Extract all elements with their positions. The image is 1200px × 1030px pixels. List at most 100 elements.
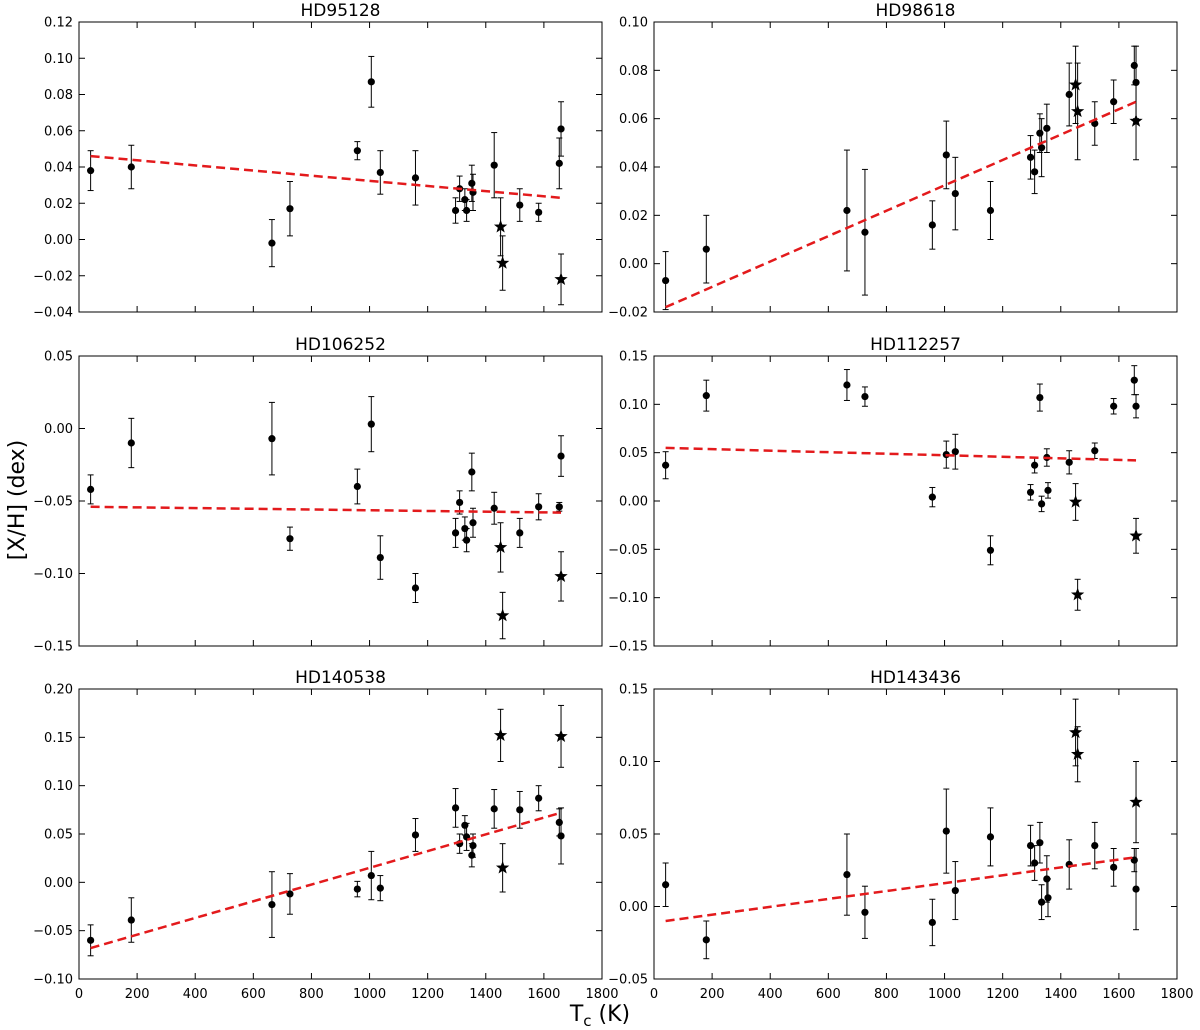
data-point (861, 393, 869, 401)
panel-title: HD140538 (295, 668, 386, 688)
data-point (461, 821, 469, 829)
data-point-star (1129, 795, 1143, 808)
x-tick-label: 0 (75, 987, 83, 1002)
x-tick-label: 1600 (1102, 987, 1135, 1002)
data-point (367, 420, 375, 428)
x-tick-label: 1000 (353, 987, 386, 1002)
panel-HD98618: HD98618 −0.02 0.00 0.02 0.04 0.06 0.08 0.10 (608, 1, 1178, 321)
data-point (469, 519, 477, 527)
panel-HD112257: HD112257 −0.15 −0.10 −0.05 0.00 0.05 0.10 0.15 (608, 335, 1178, 655)
data-point (557, 125, 565, 133)
data-point-star (1129, 528, 1143, 542)
data-point (286, 535, 294, 543)
data-point (535, 208, 543, 216)
fit-line (665, 100, 1137, 309)
data-point (468, 179, 476, 187)
y-tick-label: −0.05 (33, 495, 73, 510)
fit-line (90, 154, 562, 200)
data-point (451, 804, 460, 812)
y-tick-label: 0.08 (619, 64, 648, 79)
data-point (662, 461, 670, 469)
data-point (468, 851, 476, 859)
y-tick-label: −0.04 (33, 306, 73, 321)
data-point (353, 482, 361, 491)
data-point (1026, 842, 1035, 850)
x-axis-label-main: T (569, 1002, 584, 1027)
y-axis-label: [X/H] (dex) (5, 440, 30, 560)
data-point (557, 452, 565, 460)
data-point (516, 806, 524, 814)
data-point (535, 794, 543, 802)
y-tick-label: 0.10 (619, 398, 648, 413)
data-point (1036, 393, 1044, 402)
y-tick-label: 0.00 (619, 495, 648, 510)
data-point (843, 206, 851, 215)
data-point-star (554, 729, 568, 743)
y-tick-label: −0.05 (608, 973, 648, 988)
y-tick-label: 0.10 (619, 755, 648, 770)
data-point (1110, 863, 1118, 871)
data-point (456, 498, 464, 507)
fit-line (90, 505, 562, 514)
data-point (861, 228, 869, 236)
data-point (1036, 839, 1044, 847)
data-point (463, 536, 471, 544)
data-point (1031, 168, 1039, 176)
fit-line (90, 811, 562, 950)
data-point (1044, 486, 1052, 494)
x-tick-label: 400 (758, 987, 783, 1002)
plot-frame (653, 688, 1178, 980)
data-point-star (1068, 725, 1083, 739)
x-tick-label: 200 (125, 987, 150, 1002)
data-point (1038, 898, 1046, 906)
data-point (928, 221, 936, 229)
data-point (451, 529, 460, 537)
data-point (928, 493, 936, 501)
y-tick-label: 0.08 (44, 88, 73, 103)
data-point-star (495, 860, 510, 874)
data-point-star (554, 569, 568, 583)
data-point (986, 206, 995, 215)
data-point (1091, 447, 1099, 455)
data-point (1038, 500, 1046, 508)
data-point (411, 174, 420, 182)
data-point (1026, 488, 1035, 496)
data-point (127, 439, 135, 447)
plot-frame (78, 21, 603, 313)
data-point (411, 831, 420, 839)
data-point (555, 818, 563, 827)
panel-title: HD143436 (870, 668, 961, 688)
x-tick-label: 1600 (527, 987, 560, 1002)
data-point (535, 503, 543, 511)
x-tick-label: 200 (700, 987, 725, 1002)
y-tick-label: 0.00 (619, 900, 648, 915)
y-tick-label: 0.00 (619, 257, 648, 272)
x-tick-label: 600 (241, 987, 266, 1002)
y-tick-label: −0.02 (33, 269, 73, 284)
data-point-star (1129, 114, 1143, 127)
data-point (942, 827, 950, 835)
data-point (353, 147, 361, 155)
data-point (1110, 402, 1118, 410)
panel-title: HD95128 (301, 1, 381, 21)
y-tick-label: 0.10 (44, 779, 73, 794)
data-point (376, 553, 384, 562)
data-point (1038, 144, 1046, 152)
y-tick-label: 0.05 (619, 446, 648, 461)
panel-title: HD98618 (876, 1, 956, 21)
data-point (490, 805, 498, 813)
data-point-star (493, 540, 508, 554)
data-point (555, 503, 563, 511)
data-point (1043, 124, 1051, 132)
data-point (928, 918, 936, 927)
y-tick-label: 0.15 (619, 683, 648, 698)
y-tick-label: 0.00 (44, 233, 73, 248)
panel-HD95128: HD95128 −0.04 −0.02 0.00 0.02 0.04 0.06 0.08 0.1… (33, 1, 603, 321)
y-tick-label: −0.05 (608, 543, 648, 558)
x-axis-label-unit: (K) (592, 1002, 631, 1027)
data-point (1132, 402, 1140, 410)
y-tick-label: −0.10 (608, 591, 648, 606)
panel-title: HD112257 (870, 335, 961, 355)
x-tick-label: 1000 (928, 987, 961, 1002)
